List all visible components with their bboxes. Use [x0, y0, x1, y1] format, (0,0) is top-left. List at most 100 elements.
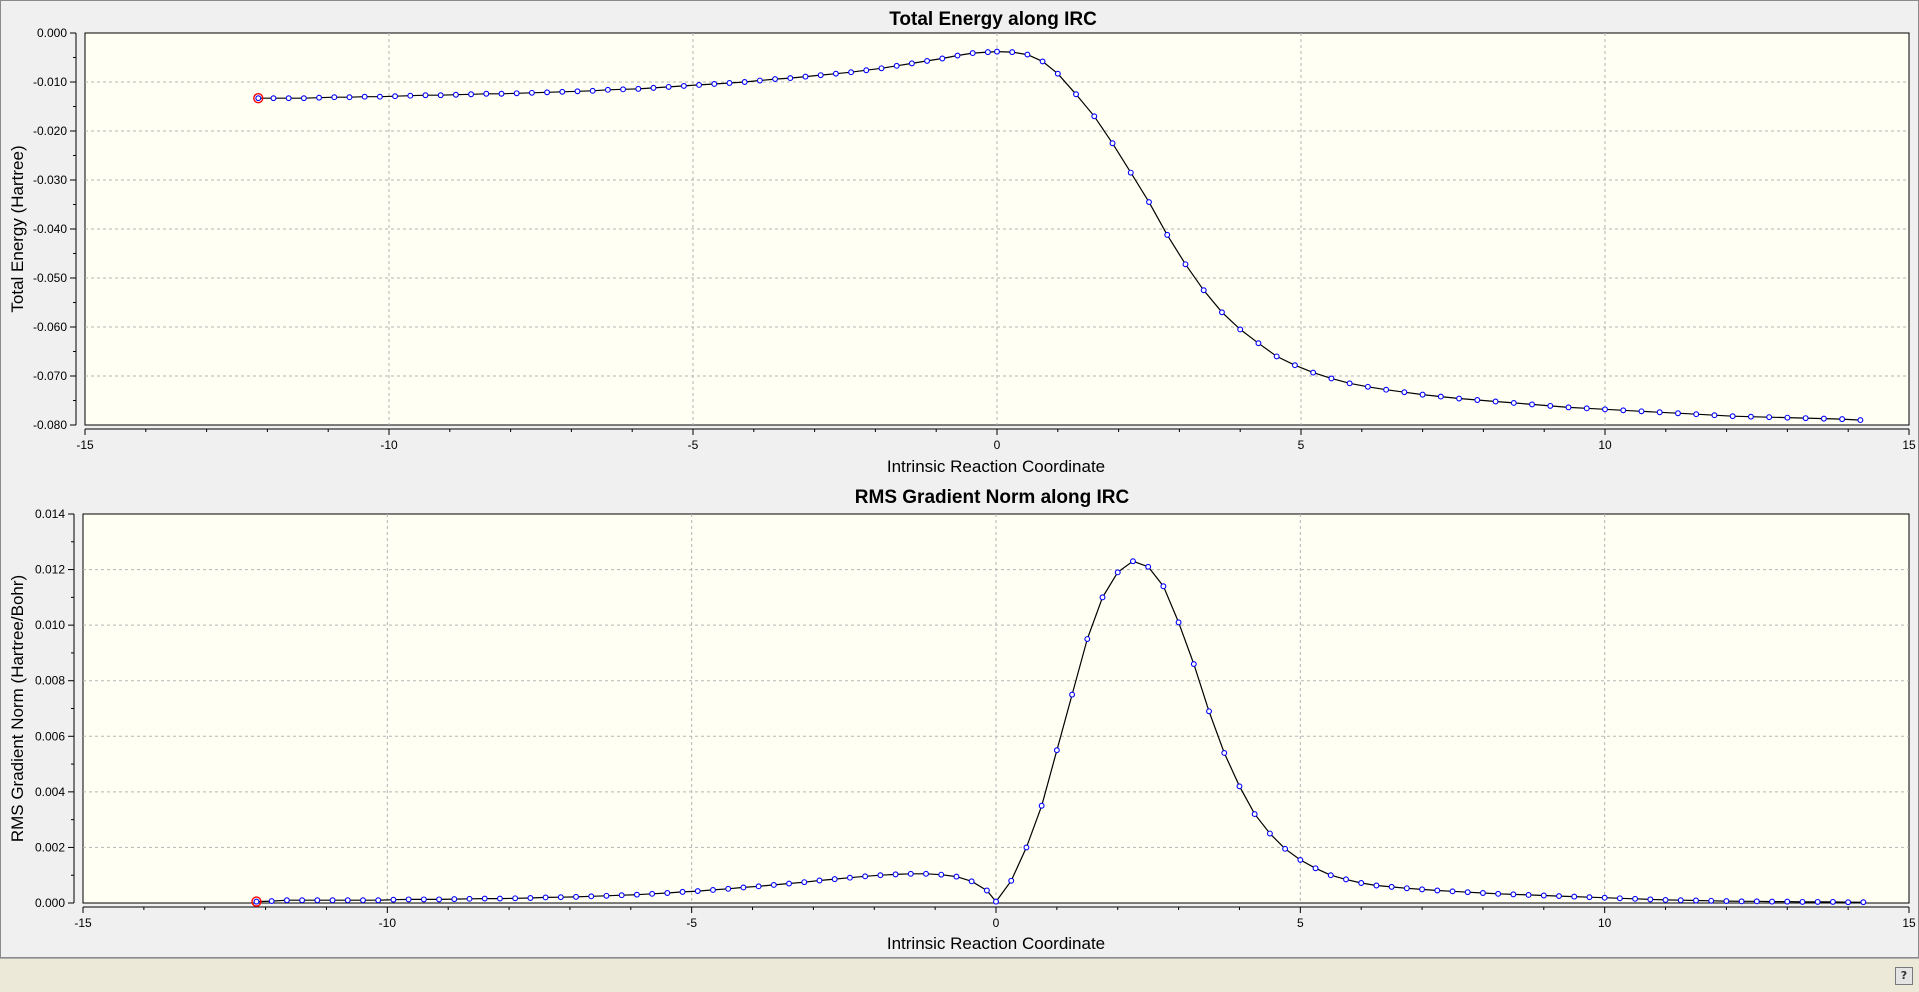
gradient-data-point[interactable]	[360, 897, 366, 904]
gradient-data-point[interactable]	[877, 872, 884, 879]
gradient-data-point[interactable]	[770, 881, 777, 888]
gradient-data-point[interactable]	[1829, 898, 1836, 905]
energy-data-point[interactable]	[1583, 405, 1590, 412]
gradient-data-point[interactable]	[694, 888, 701, 895]
energy-data-point[interactable]	[680, 82, 687, 89]
gradient-data-point[interactable]	[923, 870, 929, 877]
gradient-data-point[interactable]	[1738, 898, 1745, 905]
gradient-data-point[interactable]	[968, 878, 975, 885]
energy-data-point[interactable]	[346, 94, 353, 101]
gradient-data-point[interactable]	[375, 897, 382, 904]
energy-data-point[interactable]	[559, 88, 566, 95]
energy-data-point[interactable]	[285, 95, 292, 102]
energy-data-point[interactable]	[1346, 380, 1353, 387]
gradient-data-point[interactable]	[1510, 891, 1517, 898]
gradient-data-point[interactable]	[1327, 872, 1334, 879]
gradient-data-point[interactable]	[846, 874, 853, 881]
gradient-data-point[interactable]	[314, 897, 321, 904]
energy-data-point[interactable]	[696, 81, 703, 88]
gradient-data-point[interactable]	[1008, 877, 1015, 884]
energy-data-point[interactable]	[1273, 353, 1280, 360]
energy-data-point[interactable]	[392, 93, 399, 100]
energy-data-point[interactable]	[832, 70, 839, 77]
energy-data-point[interactable]	[1656, 409, 1663, 416]
gradient-data-point[interactable]	[938, 871, 945, 878]
energy-data-point[interactable]	[1255, 340, 1262, 347]
gradient-data-point[interactable]	[1479, 890, 1486, 896]
gradient-data-point[interactable]	[831, 876, 838, 883]
gradient-data-point[interactable]	[1845, 899, 1852, 906]
energy-data-point[interactable]	[1839, 416, 1846, 423]
gradient-data-point[interactable]	[983, 887, 990, 894]
energy-data-point[interactable]	[1820, 415, 1827, 422]
gradient-data-point[interactable]	[892, 871, 899, 878]
gradient-data-point[interactable]	[466, 895, 473, 902]
gradient-data-point[interactable]	[329, 897, 336, 904]
energy-data-point[interactable]	[544, 89, 551, 96]
energy-data-point[interactable]	[513, 90, 520, 97]
energy-data-point[interactable]	[1693, 411, 1700, 418]
energy-data-point[interactable]	[1456, 395, 1463, 402]
energy-data-point[interactable]	[604, 86, 611, 93]
gradient-data-point[interactable]	[1434, 887, 1441, 894]
energy-data-point[interactable]	[1146, 199, 1152, 206]
energy-data-point[interactable]	[939, 55, 946, 62]
gradient-data-point[interactable]	[649, 890, 656, 897]
gradient-data-point[interactable]	[633, 891, 640, 898]
gradient-data-point[interactable]	[1632, 895, 1639, 902]
gradient-data-point[interactable]	[420, 896, 427, 903]
energy-data-point[interactable]	[1729, 413, 1736, 420]
gradient-data-point[interactable]	[1297, 856, 1304, 863]
energy-data-point[interactable]	[1219, 309, 1225, 316]
gradient-data-point[interactable]	[253, 898, 260, 905]
energy-data-point[interactable]	[787, 75, 794, 82]
gradient-data-point[interactable]	[1601, 894, 1608, 901]
gradient-data-point[interactable]	[390, 896, 397, 903]
energy-data-point[interactable]	[1109, 140, 1116, 147]
energy-data-point[interactable]	[1328, 375, 1335, 382]
gradient-data-point[interactable]	[1023, 844, 1030, 851]
gradient-data-point[interactable]	[557, 894, 564, 901]
gradient-data-point[interactable]	[786, 880, 793, 887]
gradient-data-point[interactable]	[1814, 898, 1821, 905]
gradient-data-point[interactable]	[1860, 899, 1867, 906]
energy-data-point[interactable]	[483, 90, 490, 97]
gradient-data-point[interactable]	[664, 890, 671, 896]
gradient-data-point[interactable]	[1069, 691, 1076, 698]
gradient-data-point[interactable]	[1373, 882, 1380, 889]
energy-data-point[interactable]	[984, 49, 991, 56]
gradient-data-point[interactable]	[1525, 891, 1532, 898]
energy-data-point[interactable]	[1164, 231, 1171, 238]
gradient-data-point[interactable]	[1236, 783, 1243, 790]
energy-data-point[interactable]	[1054, 70, 1061, 77]
energy-data-point[interactable]	[270, 95, 277, 102]
energy-data-point[interactable]	[407, 92, 414, 99]
energy-data-point[interactable]	[452, 91, 459, 98]
gradient-data-point[interactable]	[573, 893, 579, 900]
gradient-data-point[interactable]	[1282, 845, 1289, 852]
gradient-data-point[interactable]	[1708, 897, 1715, 904]
energy-data-point[interactable]	[1024, 51, 1031, 58]
energy-data-point[interactable]	[1602, 406, 1608, 413]
energy-data-point[interactable]	[1802, 415, 1809, 422]
energy-data-point[interactable]	[954, 52, 961, 59]
gradient-data-point[interactable]	[1221, 750, 1228, 756]
gradient-data-point[interactable]	[1693, 897, 1699, 904]
gradient-data-point[interactable]	[542, 894, 549, 901]
gradient-data-point[interactable]	[1084, 636, 1091, 642]
energy-data-point[interactable]	[1620, 407, 1627, 414]
gradient-data-point[interactable]	[436, 896, 443, 903]
gradient-data-point[interactable]	[527, 895, 534, 901]
energy-data-point[interactable]	[1711, 412, 1718, 419]
gradient-data-point[interactable]	[1343, 876, 1349, 883]
gradient-data-point[interactable]	[1160, 583, 1167, 590]
energy-data-point[interactable]	[848, 69, 855, 76]
gradient-data-point[interactable]	[710, 886, 716, 893]
gradient-data-point[interactable]	[588, 893, 595, 900]
gradient-data-point[interactable]	[496, 895, 503, 902]
energy-data-point[interactable]	[1200, 287, 1207, 294]
energy-data-point[interactable]	[1009, 49, 1016, 56]
energy-data-point[interactable]	[1529, 401, 1535, 408]
energy-data-point[interactable]	[255, 95, 262, 102]
gradient-data-point[interactable]	[1571, 893, 1578, 900]
